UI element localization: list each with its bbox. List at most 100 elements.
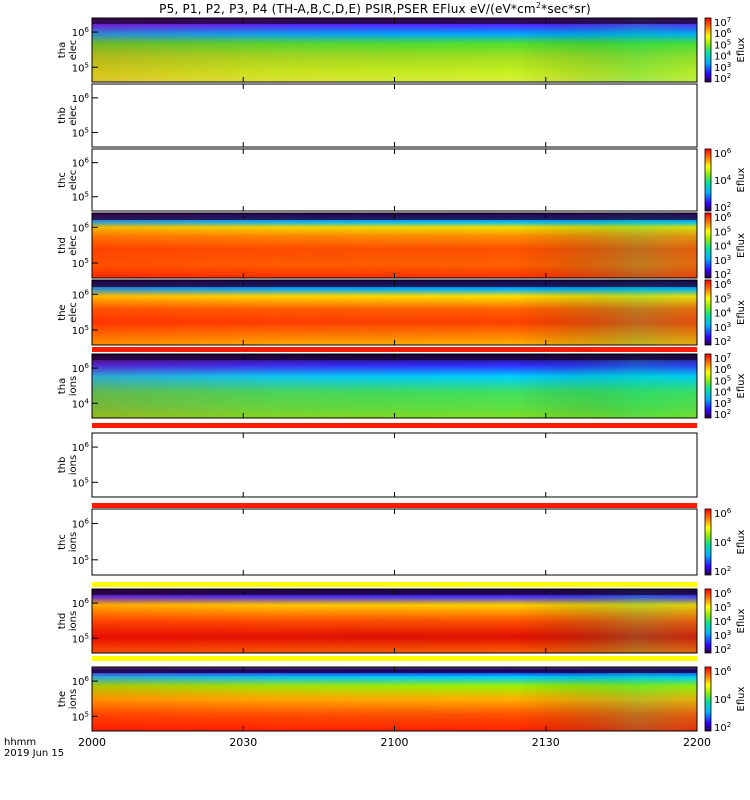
svg-text:thb: thb	[57, 107, 68, 124]
svg-text:105: 105	[714, 225, 731, 238]
svg-text:107: 107	[714, 16, 731, 29]
svg-text:elec: elec	[68, 105, 79, 126]
spectrogram-shade-the-elec	[92, 280, 697, 345]
colorbar-thc-ions	[704, 508, 712, 576]
svg-text:106: 106	[72, 92, 90, 105]
svg-text:thd: thd	[57, 237, 68, 254]
svg-text:105: 105	[714, 38, 731, 51]
colorbar-tick-thc-elec-1: 104	[714, 174, 732, 187]
separator-bar-5	[92, 656, 697, 661]
panel-frame-thb-ions	[91, 432, 698, 498]
svg-text:102: 102	[714, 565, 731, 578]
svg-text:102: 102	[714, 72, 731, 85]
xaxis-tick-label-3: 2130	[532, 736, 560, 749]
panel-label-tha-elec: tha elec	[57, 40, 79, 61]
colorbar-tick-the-elec-4: 102	[714, 335, 731, 348]
ytick-label-tha-ions-1: 104	[72, 397, 90, 410]
svg-text:104: 104	[714, 386, 732, 399]
colorbar-label-tha-ions: Eflux	[736, 373, 747, 398]
colorbar-label-thc-elec: Eflux	[736, 167, 747, 192]
colorbar-label-thd-ions: Eflux	[736, 608, 747, 633]
colorbar-label-tha-elec: Eflux	[736, 37, 747, 62]
svg-text:105: 105	[72, 554, 89, 567]
ytick-label-thc-ions-1: 105	[72, 554, 89, 567]
spectrogram-shade-tha-ions	[92, 354, 697, 418]
svg-text:105: 105	[714, 292, 731, 305]
svg-text:103: 103	[714, 629, 731, 642]
colorbar-tick-the-elec-0: 106	[714, 278, 732, 291]
svg-text:elec: elec	[68, 235, 79, 256]
svg-text:105: 105	[72, 710, 89, 723]
colorbar-the-elec	[704, 279, 712, 346]
svg-text:106: 106	[714, 507, 732, 520]
ytick-label-thc-elec-1: 105	[72, 191, 89, 204]
colorbar-tick-tha-elec-1: 106	[714, 27, 732, 40]
svg-text:ions: ions	[68, 611, 79, 631]
svg-text:the: the	[57, 304, 68, 320]
svg-text:106: 106	[714, 211, 732, 224]
colorbar-tick-the-elec-3: 103	[714, 321, 731, 334]
svg-text:106: 106	[72, 157, 90, 170]
ytick-label-thb-ions-0: 106	[72, 441, 90, 454]
svg-text:106: 106	[72, 597, 90, 610]
xaxis-tick-label-4: 2200	[683, 736, 711, 749]
spectrogram-shade-thd-elec	[92, 213, 697, 278]
colorbar-tick-the-ions-1: 104	[714, 693, 732, 706]
colorbar-tick-tha-elec-0: 107	[714, 16, 731, 29]
ytick-label-the-elec-0: 106	[72, 288, 90, 301]
colorbar-tick-thd-ions-2: 104	[714, 615, 732, 628]
colorbar-tick-the-ions-0: 106	[714, 665, 732, 678]
colorbar-tick-thc-ions-2: 102	[714, 565, 731, 578]
ytick-label-thc-ions-0: 106	[72, 518, 90, 531]
colorbar-tick-the-elec-1: 105	[714, 292, 731, 305]
ytick-label-thd-ions-0: 106	[72, 597, 90, 610]
svg-text:102: 102	[714, 268, 731, 281]
colorbar-tick-tha-elec-3: 104	[714, 50, 732, 63]
svg-text:105: 105	[714, 601, 731, 614]
colorbar-tick-the-elec-2: 104	[714, 307, 732, 320]
panel-label-tha-ions: tha ions	[57, 376, 79, 396]
panel-frame-thb-elec	[91, 83, 698, 148]
colorbar-tick-tha-ions-5: 102	[714, 408, 731, 421]
svg-text:106: 106	[72, 221, 90, 234]
svg-text:105: 105	[714, 374, 731, 387]
svg-text:103: 103	[714, 321, 731, 334]
ytick-label-thb-elec-0: 106	[72, 92, 90, 105]
svg-text:104: 104	[714, 536, 732, 549]
time-axis-caption: hhmm 2019 Jun 15	[4, 737, 65, 759]
svg-text:elec: elec	[68, 40, 79, 61]
svg-text:104: 104	[714, 307, 732, 320]
svg-text:ions: ions	[68, 455, 79, 475]
separator-bar-3	[92, 503, 697, 508]
colorbar-thc-elec	[704, 148, 712, 212]
svg-text:thb: thb	[57, 457, 68, 474]
svg-text:elec: elec	[68, 170, 79, 191]
ytick-label-thd-elec-0: 106	[72, 221, 90, 234]
colorbar-label-the-elec: Eflux	[736, 300, 747, 325]
colorbar-tick-thc-elec-0: 106	[714, 147, 732, 160]
svg-text:102: 102	[714, 408, 731, 421]
ytick-label-the-ions-1: 105	[72, 710, 89, 723]
svg-text:106: 106	[714, 278, 732, 291]
colorbar-tick-the-ions-2: 102	[714, 721, 731, 734]
ytick-label-thd-ions-1: 105	[72, 632, 89, 645]
colorbar-tick-thd-ions-4: 102	[714, 643, 731, 656]
svg-text:105: 105	[72, 324, 89, 337]
svg-text:104: 104	[714, 693, 732, 706]
colorbar-tick-tha-ions-3: 104	[714, 386, 732, 399]
svg-text:105: 105	[72, 257, 89, 270]
colorbar-tick-thc-ions-0: 106	[714, 507, 732, 520]
ytick-label-tha-ions-0: 106	[72, 362, 90, 375]
svg-text:105: 105	[72, 127, 89, 140]
panel-label-the-elec: the elec	[57, 302, 79, 323]
colorbar-tick-tha-ions-4: 103	[714, 397, 731, 410]
svg-text:102: 102	[714, 643, 731, 656]
colorbar-tick-tha-elec-5: 102	[714, 72, 731, 85]
svg-text:tha: tha	[57, 42, 68, 58]
colorbar-tick-tha-elec-4: 103	[714, 61, 731, 74]
svg-text:103: 103	[714, 61, 731, 74]
svg-text:106: 106	[72, 362, 90, 375]
colorbar-tick-thd-ions-3: 103	[714, 629, 731, 642]
ytick-label-thb-ions-1: 105	[72, 476, 89, 489]
